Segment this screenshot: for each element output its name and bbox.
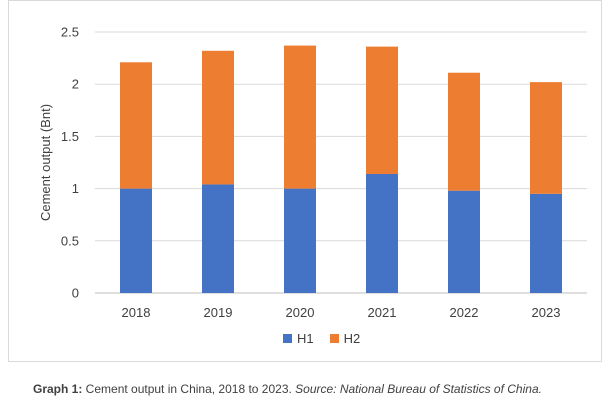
x-tick-labels: 2018 2019 2020 2021 2022 2023 — [122, 305, 561, 320]
x-tick-label: 2018 — [122, 305, 151, 320]
y-tick-label: 1.5 — [61, 129, 79, 144]
x-tick-label: 2021 — [368, 305, 397, 320]
bar-h2-2019 — [202, 50, 234, 185]
bar-h2-2022 — [448, 72, 480, 191]
bars — [120, 45, 562, 293]
gridlines — [95, 31, 587, 294]
legend-label-h1: H1 — [297, 331, 314, 346]
bar-h1-2023 — [530, 193, 562, 293]
y-tick-label: 1 — [72, 181, 79, 196]
bar-h1-2021 — [366, 173, 398, 293]
caption-label: Graph 1: — [33, 382, 83, 396]
y-tick-label: 2 — [72, 77, 79, 92]
bar-h2-2020 — [284, 45, 316, 189]
bar-h1-2020 — [284, 188, 316, 293]
legend-item-h1: H1 — [283, 331, 314, 346]
legend-item-h2: H2 — [329, 331, 361, 346]
legend: H1 H2 — [283, 331, 360, 346]
bar-h1-2019 — [202, 184, 234, 293]
y-tick-label: 0.5 — [61, 233, 79, 248]
y-tick-label: 2.5 — [61, 25, 79, 40]
x-tick-label: 2023 — [532, 305, 561, 320]
y-tick-labels: 0 0.5 1 1.5 2 2.5 — [61, 25, 79, 301]
legend-swatch-h1 — [283, 334, 292, 343]
caption-text: Cement output in China, 2018 to 2023. — [82, 382, 296, 396]
bar-h2-2023 — [530, 82, 562, 194]
bar-h2-2021 — [366, 46, 398, 174]
y-axis-title: Cement output (Bnt) — [38, 104, 53, 221]
legend-swatch-h2 — [329, 334, 339, 343]
y-tick-label: 0 — [72, 286, 79, 301]
chart-frame: 0 0.5 1 1.5 2 2.5 2018 2019 2020 2021 2022 2023 Ce… — [8, 0, 602, 362]
legend-label-h2: H2 — [343, 331, 361, 346]
bar-h1-2022 — [448, 190, 480, 293]
bar-h2-2018 — [120, 62, 152, 189]
caption-source: Source: National Bureau of Statistics of… — [295, 382, 542, 396]
x-tick-label: 2020 — [286, 305, 315, 320]
figure-caption: Graph 1: Cement output in China, 2018 to… — [33, 382, 542, 396]
bar-h1-2018 — [120, 188, 152, 293]
bar-chart: 0 0.5 1 1.5 2 2.5 2018 2019 2020 2021 2022 2023 Ce… — [38, 25, 587, 320]
x-tick-label: 2022 — [450, 305, 479, 320]
x-tick-label: 2019 — [204, 305, 233, 320]
